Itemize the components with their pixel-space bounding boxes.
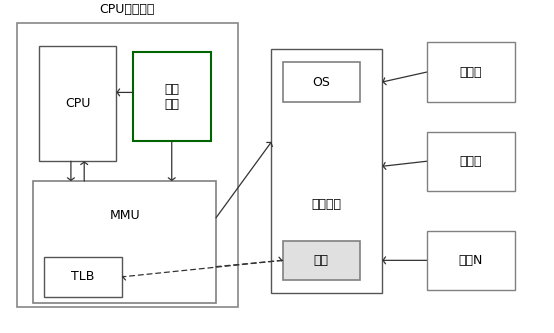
Bar <box>39 46 116 161</box>
Text: 中断
管理: 中断 管理 <box>164 83 179 111</box>
Text: 进程二: 进程二 <box>460 155 482 168</box>
Text: CPU: CPU <box>65 97 90 110</box>
Bar <box>33 181 216 303</box>
Bar <box>17 23 238 307</box>
Text: OS: OS <box>312 76 330 89</box>
Text: 进程一: 进程一 <box>460 66 482 79</box>
Text: MMU: MMU <box>109 209 140 222</box>
Bar <box>44 257 122 297</box>
Text: CPU集成芯片: CPU集成芯片 <box>100 3 155 16</box>
Text: 页表: 页表 <box>314 254 329 267</box>
Bar <box>427 42 515 102</box>
Text: 进程N: 进程N <box>459 254 483 267</box>
Bar <box>271 49 382 293</box>
Bar <box>427 132 515 191</box>
Bar <box>283 240 360 280</box>
Text: 物理内存: 物理内存 <box>312 198 342 211</box>
Bar <box>283 62 360 102</box>
Text: TLB: TLB <box>71 270 95 283</box>
Bar <box>133 52 211 142</box>
Bar <box>427 231 515 290</box>
